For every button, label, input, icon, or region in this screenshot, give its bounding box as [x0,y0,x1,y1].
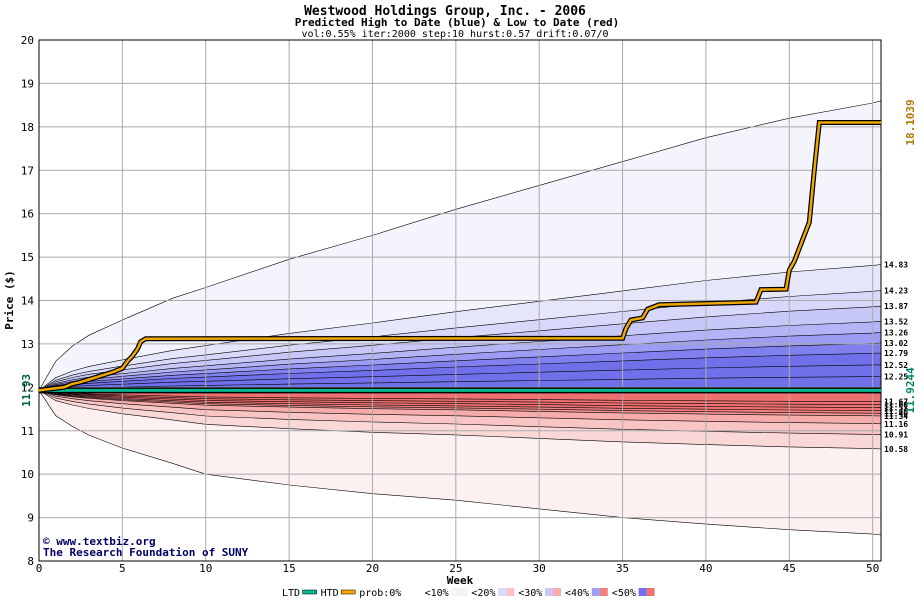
x-tick-label: 35 [616,562,629,575]
level-label: 11.16 [884,420,908,429]
level-label: 11.46 [884,407,908,416]
level-label: 13.52 [884,317,908,326]
legend-swatch-low [646,588,655,596]
y-tick-label: 17 [21,164,34,177]
band-line [38,390,882,402]
band-line [38,264,882,391]
level-label: 11.60 [884,401,908,410]
legend-label: <20% [471,588,495,599]
level-label: 13.26 [884,329,908,338]
level-label: 12.25 [884,372,908,381]
legend-swatch-low [553,588,561,596]
band-line [38,364,882,391]
level-label: 14.23 [884,287,908,296]
level-label: 10.91 [884,431,908,440]
legend-swatch-high [638,588,647,596]
legend-label: prob:0% [359,588,401,599]
y-tick-label: 14 [21,295,35,308]
band-line [38,390,882,412]
legend-swatch-high [404,588,413,596]
predicted-low-value: 11.9244 [904,367,917,414]
y-tick-label: 11 [21,425,34,438]
copyright-icon: © [43,535,56,548]
level-label: 11.67 [884,398,908,407]
legend: LTD HTD prob:0% <10% <20% <30% <40% <50% [282,588,655,599]
level-label: 11.40 [884,409,908,418]
x-tick-label: 0 [36,562,43,575]
x-tick-label: 15 [282,562,295,575]
level-label: 13.87 [884,302,908,311]
band-line [38,390,882,405]
x-tick-label: 10 [199,562,212,575]
band-line [38,290,882,391]
y-tick-label: 16 [21,208,34,221]
band-line [38,390,882,435]
legend-swatch-low [599,588,608,596]
level-label: 13.02 [884,339,908,348]
level-label: 10.58 [884,445,908,454]
legend-label: <10% [425,588,449,599]
x-tick-label: 30 [533,562,546,575]
x-tick-label: 5 [119,562,126,575]
legend-label: <40% [565,588,589,599]
y-tick-label: 10 [21,468,34,481]
chart-title: Westwood Holdings Group, Inc. - 2006 [304,4,586,19]
y-tick-label: 20 [21,34,34,47]
y-tick-label: 9 [27,512,34,525]
level-label: 12.79 [884,349,908,358]
x-tick-label: 40 [699,562,712,575]
band-line [38,321,882,391]
level-label: 11.34 [884,412,908,421]
x-tick-label: 25 [449,562,462,575]
y-tick-label: 8 [27,555,34,568]
predicted-high-value: 18.1039 [904,99,917,145]
y-tick-label: 18 [21,121,34,134]
x-axis-label: Week [447,574,474,587]
htd-line [38,121,881,392]
legend-swatch [340,589,356,595]
legend-swatch-high [591,588,600,596]
y-tick-label: 15 [21,251,34,264]
legend-swatch-high [451,588,460,596]
legend-label: <50% [612,588,636,599]
y-tick-label: 19 [21,77,34,90]
legend-swatch-high [545,588,553,596]
band-line [38,100,882,391]
start-price-label: 11.93 [20,374,33,407]
legend-swatch-high [498,588,507,596]
y-tick-label: 13 [21,338,34,351]
legend-label: LTD [282,588,300,599]
band-line [38,390,882,417]
credits: © www.textbiz.org The Research Foundatio… [43,535,249,559]
legend-swatch-low [459,588,468,596]
y-axis-label: Price ($) [3,270,16,330]
plot-frame [38,39,882,562]
x-tick-label: 50 [866,562,879,575]
band-line [38,390,882,425]
band-line [38,390,882,408]
level-label: 12.52 [884,361,908,370]
y-tick-label: 12 [21,381,34,394]
x-tick-label: 20 [366,562,379,575]
legend-swatch-low [412,588,421,596]
x-tick-label: 45 [783,562,796,575]
band-line [38,390,882,414]
watermark-url: © www.textbiz.org [43,535,156,548]
plot-area: 0 5 10 15 20 25 30 35 40 45 50 8 9 10 11 12 13 14 15 16 17 18… [20,34,917,575]
chart-subtitle: Predicted High to Date (blue) & Low to D… [295,16,620,29]
level-label: 14.83 [884,260,908,269]
band-line [38,305,882,391]
legend-label: HTD [321,588,339,599]
chart-params: vol:0.55% iter:2000 step:10 hurst:0.57 d… [301,29,608,40]
legend-label: <30% [518,588,542,599]
watermark-org: The Research Foundation of SUNY [43,546,249,559]
legend-swatch-low [506,588,515,596]
legend-swatch [302,589,317,595]
level-label: 11.53 [884,404,908,413]
